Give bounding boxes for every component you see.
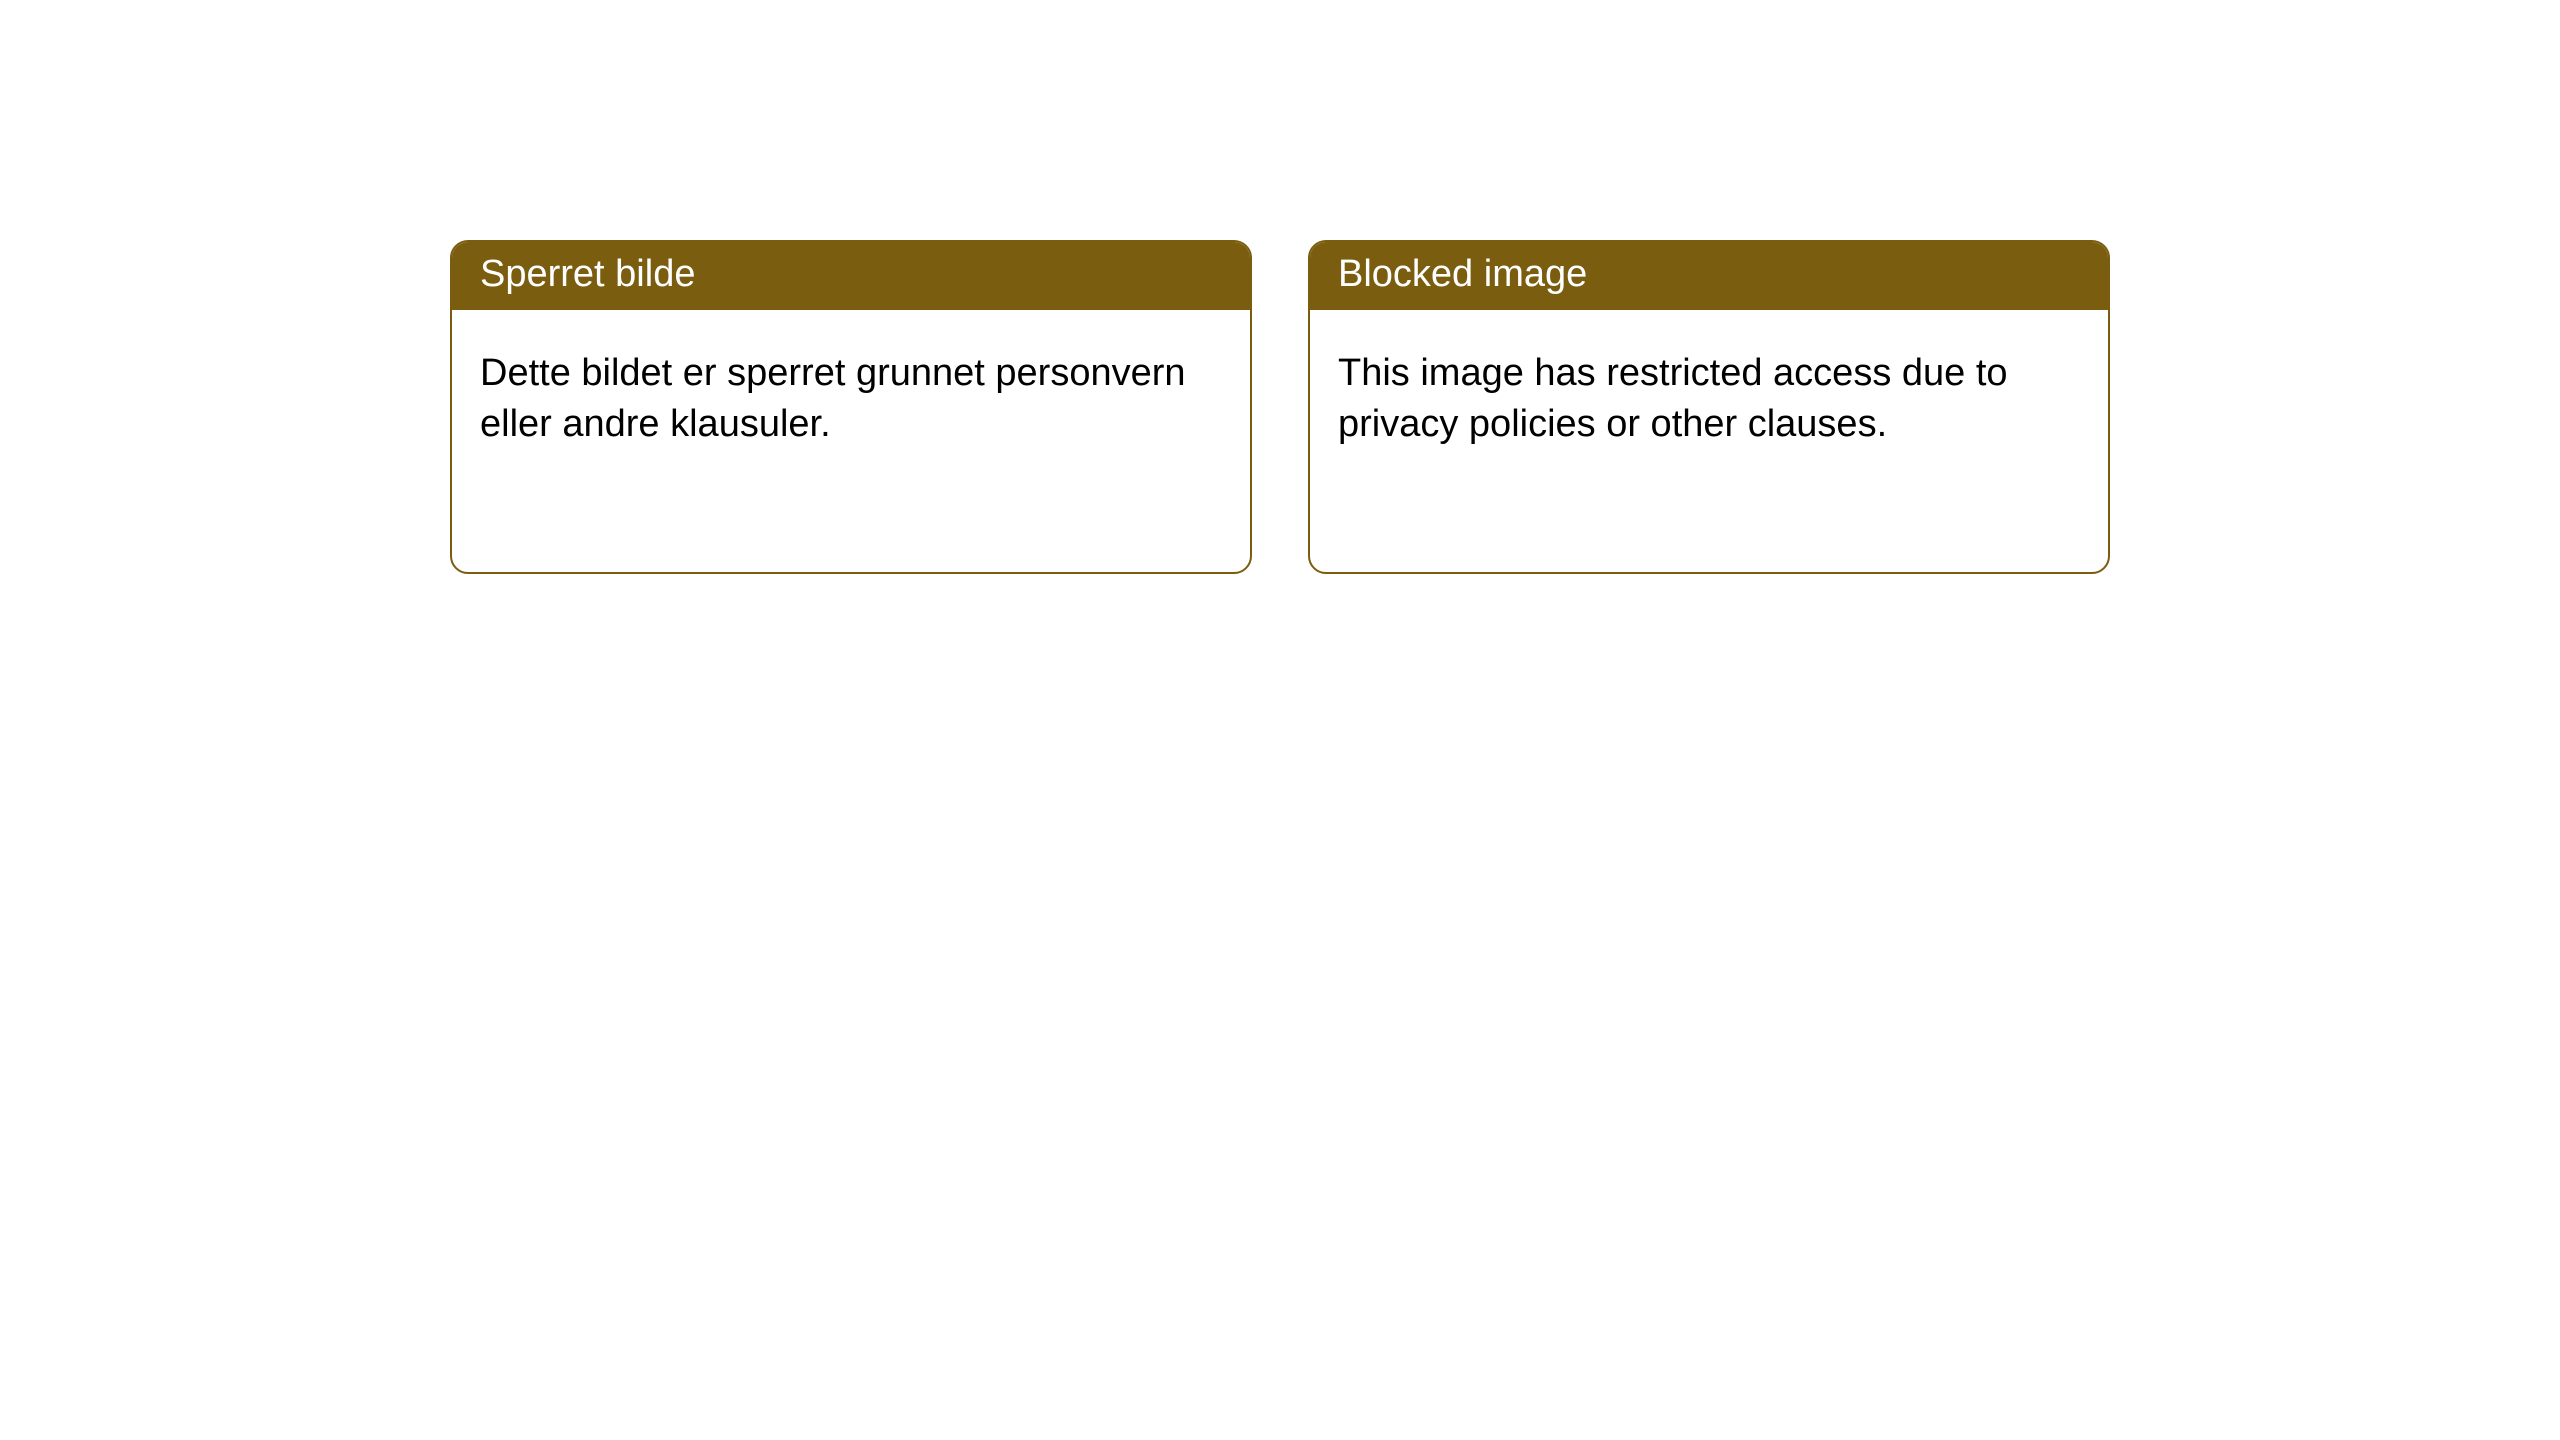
notice-body: This image has restricted access due to … bbox=[1310, 310, 2108, 489]
notice-title: Blocked image bbox=[1338, 253, 1587, 295]
notice-card-norwegian: Sperret bilde Dette bildet er sperret gr… bbox=[450, 240, 1252, 574]
notice-body: Dette bildet er sperret grunnet personve… bbox=[452, 310, 1250, 489]
notice-header: Sperret bilde bbox=[452, 242, 1250, 310]
notice-title: Sperret bilde bbox=[480, 253, 695, 295]
notice-body-text: This image has restricted access due to … bbox=[1338, 352, 2008, 445]
notice-card-english: Blocked image This image has restricted … bbox=[1308, 240, 2110, 574]
notice-container: Sperret bilde Dette bildet er sperret gr… bbox=[0, 0, 2560, 574]
notice-header: Blocked image bbox=[1310, 242, 2108, 310]
notice-body-text: Dette bildet er sperret grunnet personve… bbox=[480, 352, 1186, 445]
